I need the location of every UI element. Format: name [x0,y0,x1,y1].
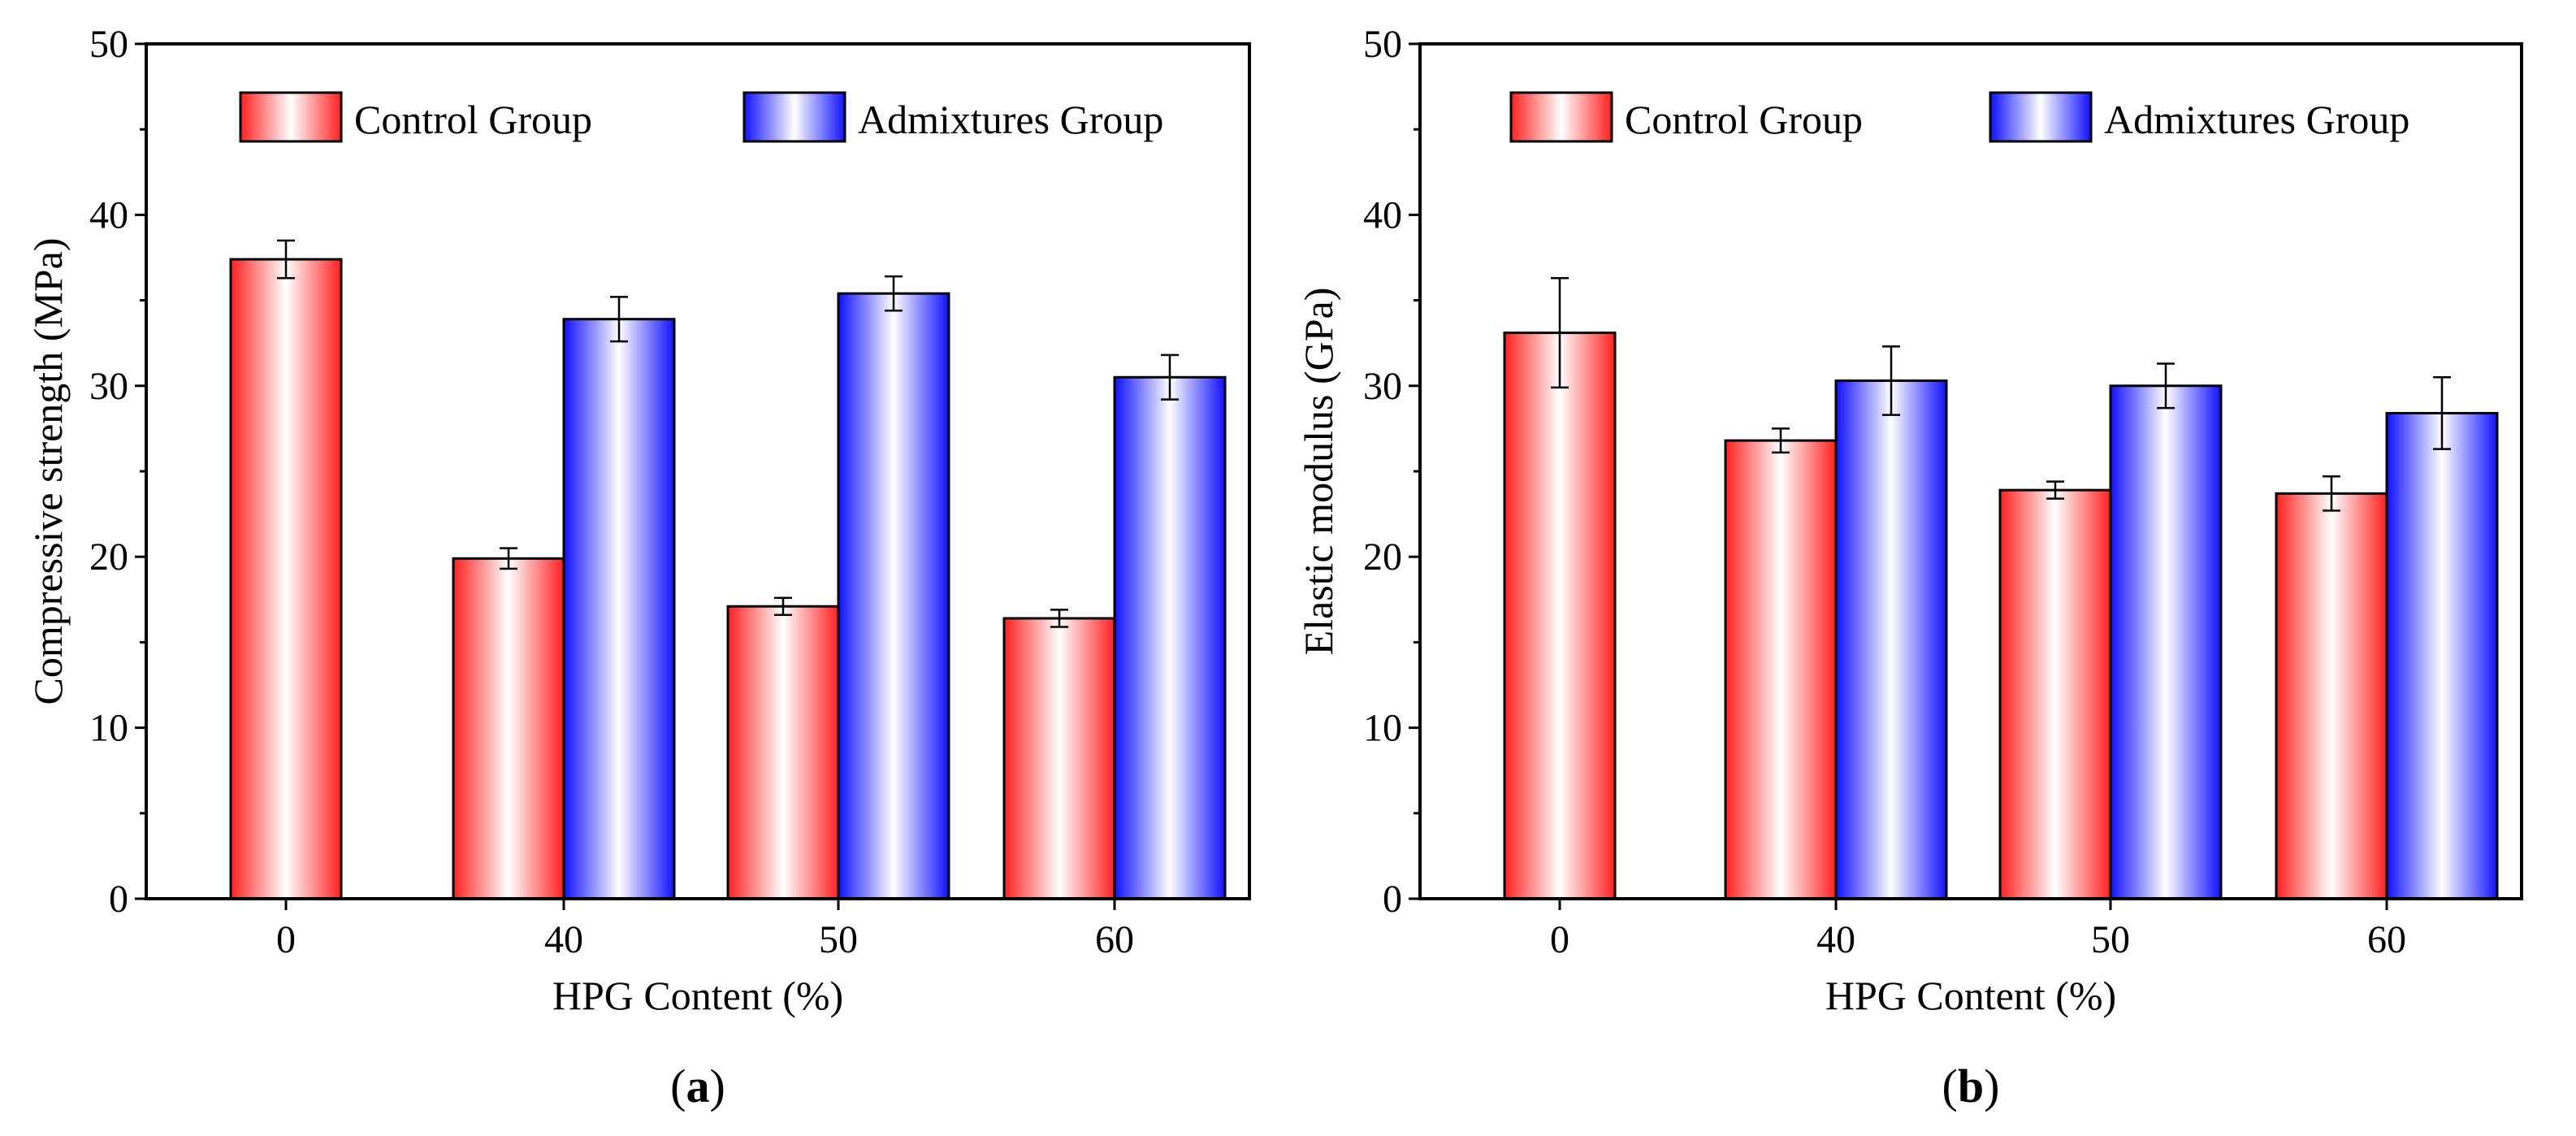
error-bar-b-admix-40 [1882,345,1900,416]
bar-b-control-40 [1724,439,1838,900]
y-tick-label-b-2: 20 [1363,535,1402,579]
x-tick-label-a-50: 50 [819,918,858,961]
bar-a-admix-50 [837,292,950,900]
y-tick-label-a-1: 10 [89,707,128,750]
error-bar-b-admix-60 [2433,376,2451,450]
y-tick-label-a-5: 50 [89,23,128,66]
bar-b-admix-50 [2109,384,2223,900]
error-bar-a-admix-40 [610,296,628,343]
y-axis-title-b: Elastic modulus (GPa) [1296,288,1341,656]
bar-a-control-50 [726,605,840,900]
x-tick-label-a-0: 0 [276,918,296,961]
error-bar-b-control-0 [1551,276,1569,389]
x-tick-label-a-40: 40 [544,918,583,961]
legend-label-b-control: Control Group [1625,97,1863,142]
bar-b-control-50 [1998,488,2112,900]
error-bar-b-control-60 [2323,475,2340,512]
y-tick-label-b-3: 30 [1363,365,1402,408]
y-tick-label-b-5: 50 [1363,23,1402,66]
bar-a-admix-40 [562,318,676,900]
error-bar-b-control-50 [2046,480,2064,500]
bar-a-admix-60 [1113,375,1227,900]
bar-b-control-60 [2275,492,2388,900]
chart-panel-b: 0 10 20 30 40 50 0 40 50 60 HPG Content (%) Elastic… [1296,23,2523,1112]
bar-b-control-0 [1503,332,1617,900]
error-bar-a-control-40 [500,547,517,570]
bar-a-control-60 [1002,617,1116,900]
legend-swatch-b-admix [1989,91,2093,143]
legend-swatch-a-admix [742,91,846,143]
panel-label-b: (b) [1942,1060,2000,1112]
error-bar-a-control-0 [277,239,295,280]
legend-label-a-control: Control Group [354,97,592,142]
plot-frame-a [145,42,1251,900]
bar-a-control-40 [452,557,565,900]
legend-a: Control Group Admixtures Group [239,91,1163,143]
error-bar-a-admix-50 [885,275,903,312]
y-axis-title-a: Compressive strength (MPa) [25,238,71,705]
legend-label-a-admix: Admixtures Group [858,97,1163,142]
legend-label-b-admix: Admixtures Group [2104,97,2409,142]
y-tick-label-b-4: 40 [1363,193,1402,236]
error-bar-a-control-50 [774,596,792,616]
legend-swatch-a-control [239,91,343,143]
panel-label-a: (a) [670,1060,725,1112]
x-tick-label-b-50: 50 [2091,918,2130,961]
bar-b-admix-40 [1834,379,1948,900]
error-bar-a-control-60 [1050,609,1068,628]
error-bar-b-admix-50 [2157,362,2175,410]
y-tick-label-b-1: 10 [1363,707,1402,750]
legend-swatch-b-control [1509,91,1613,143]
y-tick-label-a-3: 30 [89,365,128,408]
x-axis-title-b: HPG Content (%) [1825,973,2116,1018]
error-bar-a-admix-60 [1161,353,1179,401]
bar-a-control-0 [229,258,343,900]
x-tick-label-b-40: 40 [1816,918,1855,961]
x-axis-title-a: HPG Content (%) [552,973,843,1018]
x-tick-label-a-60: 60 [1095,918,1134,961]
x-tick-label-b-60: 60 [2367,918,2406,961]
legend-b: Control Group Admixtures Group [1509,91,2409,143]
x-tick-label-b-0: 0 [1550,918,1569,961]
y-tick-label-a-4: 40 [89,193,128,236]
y-tick-label-a-2: 20 [89,535,128,579]
chart-panel-a: 0 10 20 30 40 50 0 40 50 60 HPG Content (%) Compres… [25,23,1251,1112]
bar-b-admix-60 [2385,411,2499,900]
error-bar-b-control-40 [1772,427,1790,454]
y-tick-label-b-0: 0 [1383,878,1402,921]
plot-frame-b [1418,42,2523,900]
y-tick-label-a-0: 0 [109,878,128,921]
